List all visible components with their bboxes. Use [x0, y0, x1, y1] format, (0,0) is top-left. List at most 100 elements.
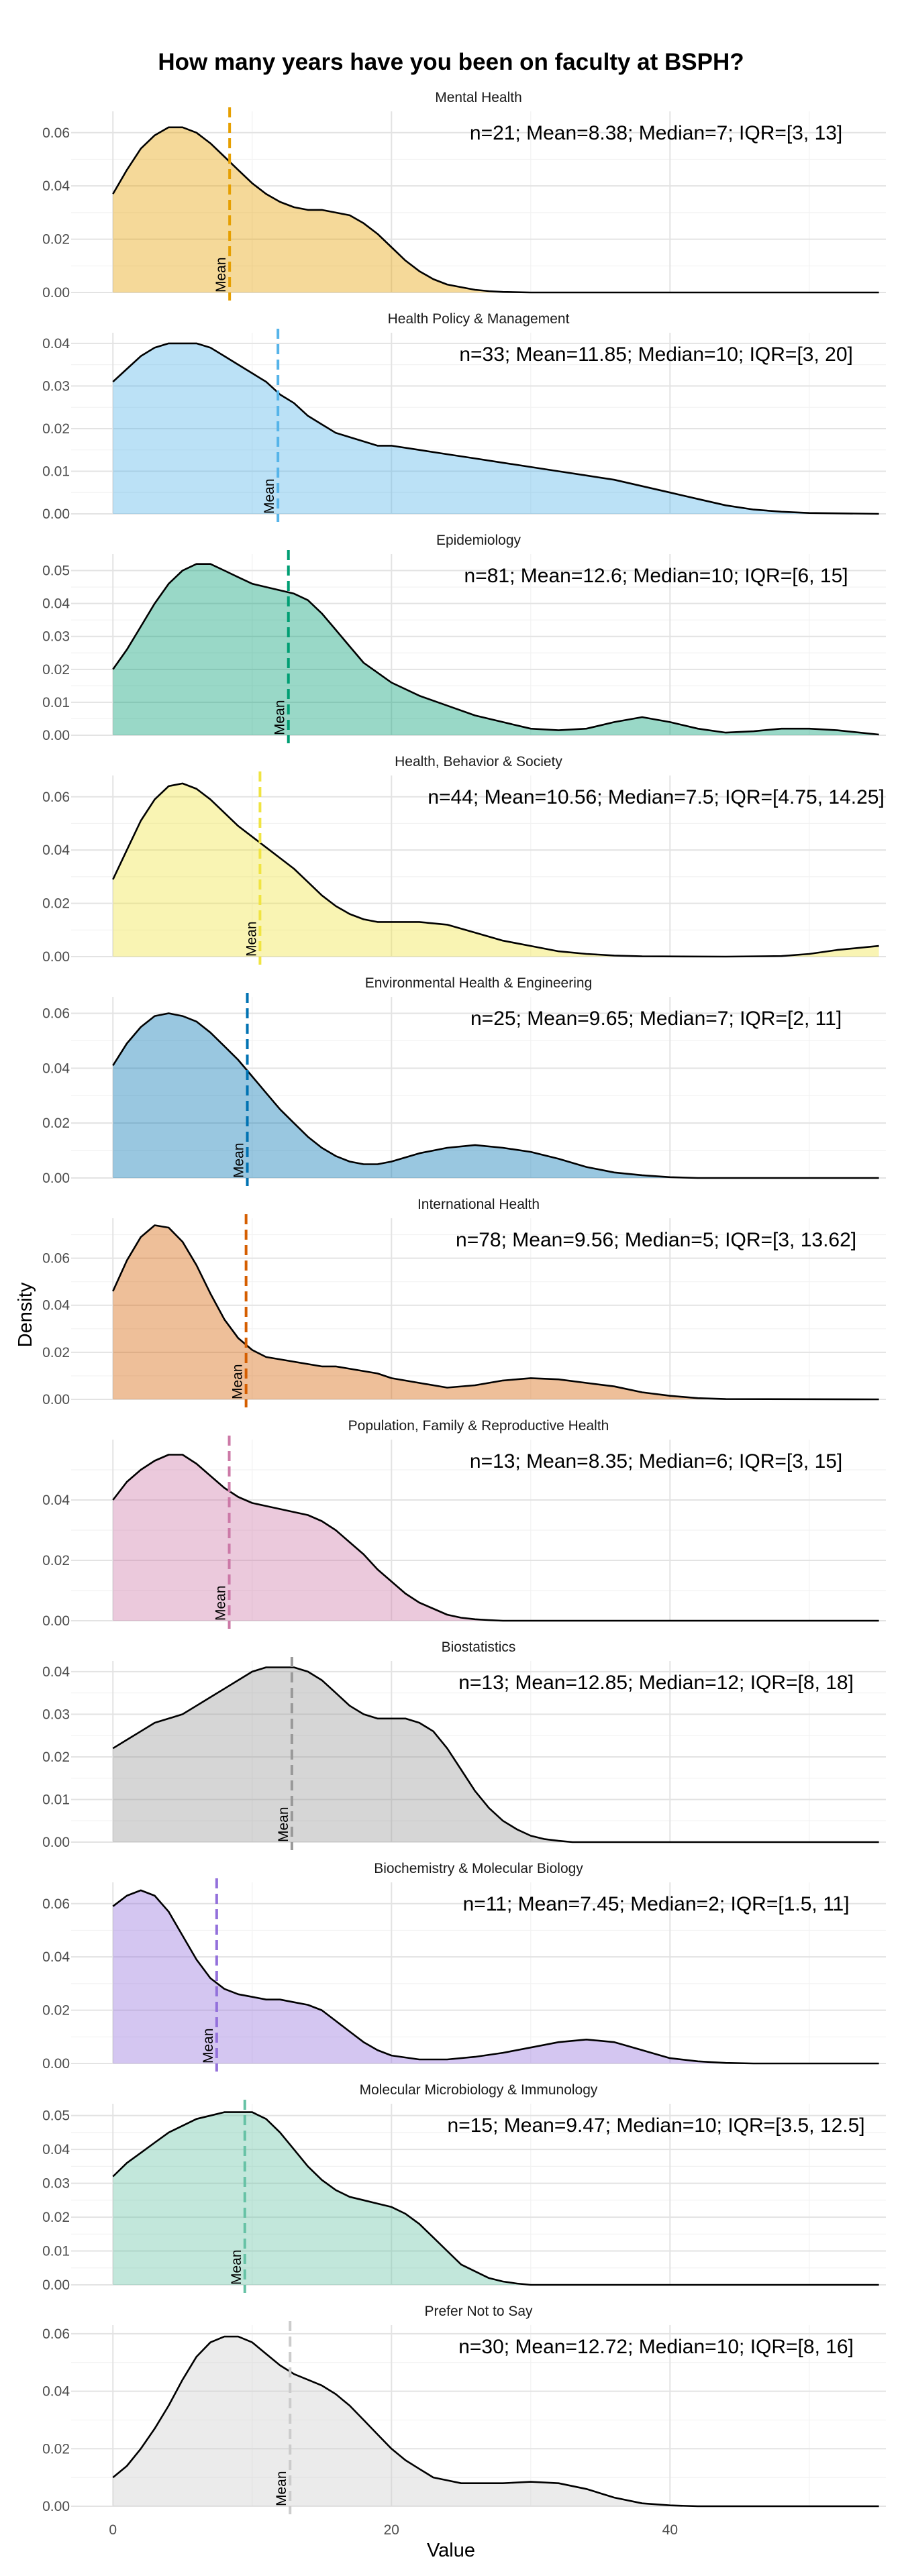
y-tick-label: 0.06	[42, 1896, 70, 1912]
stats-annotation: n=25; Mean=9.65; Median=7; IQR=[2, 11]	[470, 1008, 842, 1030]
y-tick-label: 0.04	[42, 1493, 70, 1508]
y-tick-label: 0.04	[42, 1664, 70, 1680]
density-area	[113, 783, 879, 957]
stats-annotation: n=33; Mean=11.85; Median=10; IQR=[3, 20]	[459, 343, 853, 366]
facet-panel: Mental Health 0.00 0.02 0.04 0.06 Mean n=21; M…	[42, 90, 886, 301]
density-line	[112, 2335, 879, 2508]
panel-title: Health, Behavior & Society	[395, 754, 562, 769]
x-axis: 0 20 40	[109, 2522, 678, 2538]
facet-panel: Prefer Not to Say 0.00 0.02 0.04 0.06 Mean n=3…	[42, 2304, 886, 2514]
panel-title: International Health	[417, 1197, 540, 1212]
mean-label: Mean	[213, 257, 229, 292]
density-area	[113, 1454, 879, 1621]
panel-title: Biochemistry & Molecular Biology	[374, 1861, 583, 1876]
y-tick-label: 0.04	[42, 843, 70, 858]
y-tick-label: 0.00	[42, 2499, 70, 2514]
y-tick-label: 0.00	[42, 728, 70, 743]
y-tick-label: 0.00	[42, 1392, 70, 1407]
y-tick-label: 0.05	[42, 564, 70, 579]
y-tick-label: 0.03	[42, 378, 70, 394]
mean-label: Mean	[229, 2249, 244, 2285]
density-area	[113, 343, 879, 514]
y-tick-label: 0.04	[42, 336, 70, 352]
mean-label: Mean	[272, 700, 288, 735]
facet-panel: Biostatistics 0.00 0.01 0.02 0.03 0.04 Mean n=1…	[42, 1640, 886, 1850]
y-tick-label: 0.03	[42, 1707, 70, 1722]
facet-panel: Biochemistry & Molecular Biology 0.00 0.02…	[42, 1861, 886, 2072]
y-tick-label: 0.00	[42, 2277, 70, 2293]
y-tick-label: 0.04	[42, 1949, 70, 1965]
x-tick-label: 20	[384, 2522, 399, 2538]
mean-label: Mean	[244, 921, 259, 957]
y-tick-label: 0.00	[42, 506, 70, 522]
y-tick-label: 0.02	[42, 2210, 70, 2225]
facet-panel: Environmental Health & Engineering 0.00 0.…	[42, 975, 886, 1186]
density-line	[112, 1889, 879, 2065]
facet-panel: Population, Family & Reproductive Health…	[42, 1418, 886, 1629]
density-line	[112, 342, 879, 515]
stats-annotation: n=81; Mean=12.6; Median=10; IQR=[6, 15]	[464, 565, 848, 587]
mean-label: Mean	[213, 1585, 229, 1621]
density-line	[112, 1666, 879, 1843]
y-tick-label: 0.04	[42, 596, 70, 612]
y-tick-label: 0.04	[42, 1298, 70, 1313]
density-area	[113, 564, 879, 735]
x-tick-label: 0	[109, 2522, 117, 2538]
panel-title: Health Policy & Management	[388, 311, 570, 327]
facet-panel: Molecular Microbiology & Immunology 0.00 0…	[42, 2082, 886, 2293]
y-tick-label: 0.02	[42, 232, 70, 248]
y-tick-label: 0.06	[42, 2326, 70, 2342]
density-area	[113, 1890, 879, 2063]
stats-annotation: n=15; Mean=9.47; Median=10; IQR=[3.5, 12…	[448, 2114, 865, 2137]
y-tick-label: 0.05	[42, 2108, 70, 2124]
density-area	[113, 2112, 879, 2285]
facet-panel: Health, Behavior & Society 0.00 0.02 0.04 0.…	[42, 754, 886, 965]
panel-title: Biostatistics	[442, 1640, 516, 1655]
y-tick-label: 0.02	[42, 421, 70, 437]
panel-title: Mental Health	[435, 90, 522, 105]
panel-title: Epidemiology	[436, 533, 521, 548]
y-tick-label: 0.06	[42, 125, 70, 141]
stats-annotation: n=13; Mean=8.35; Median=6; IQR=[3, 15]	[470, 1450, 842, 1472]
y-tick-label: 0.02	[42, 896, 70, 912]
density-line	[112, 1012, 879, 1179]
x-tick-label: 40	[662, 2522, 678, 2538]
y-tick-label: 0.00	[42, 285, 70, 301]
mean-label: Mean	[232, 1142, 247, 1178]
y-tick-label: 0.03	[42, 629, 70, 645]
y-tick-label: 0.02	[42, 1553, 70, 1568]
density-line	[112, 2111, 879, 2286]
mean-label: Mean	[276, 1807, 291, 1842]
y-tick-label: 0.02	[42, 1116, 70, 1131]
chart-title: How many years have you been on faculty …	[158, 49, 744, 75]
y-tick-label: 0.04	[42, 178, 70, 194]
density-area	[113, 127, 879, 292]
mean-label: Mean	[230, 1364, 246, 1399]
y-tick-label: 0.01	[42, 2244, 70, 2259]
y-tick-label: 0.01	[42, 464, 70, 479]
mean-label: Mean	[274, 2471, 289, 2506]
stats-annotation: n=78; Mean=9.56; Median=5; IQR=[3, 13.62…	[456, 1229, 856, 1251]
y-tick-label: 0.06	[42, 790, 70, 805]
y-tick-label: 0.02	[42, 2441, 70, 2457]
density-line	[112, 563, 879, 736]
y-tick-label: 0.00	[42, 1171, 70, 1186]
density-line	[112, 126, 879, 294]
density-line	[112, 1224, 879, 1401]
facet-panel: Epidemiology 0.00 0.01 0.02 0.03 0.04 0.05 Mean…	[42, 533, 886, 743]
y-tick-label: 0.02	[42, 1750, 70, 1765]
y-tick-label: 0.06	[42, 1251, 70, 1267]
mean-label: Mean	[201, 2028, 216, 2063]
stats-annotation: n=21; Mean=8.38; Median=7; IQR=[3, 13]	[470, 122, 842, 144]
panel-title: Prefer Not to Say	[424, 2304, 533, 2319]
density-area	[113, 1013, 879, 1178]
y-tick-label: 0.00	[42, 1613, 70, 1629]
y-tick-label: 0.00	[42, 949, 70, 965]
panel-title: Molecular Microbiology & Immunology	[360, 2082, 598, 2098]
y-tick-label: 0.06	[42, 1006, 70, 1022]
density-line	[112, 782, 879, 958]
facet-panel: International Health 0.00 0.02 0.04 0.06 Mean…	[42, 1197, 886, 1407]
y-tick-label: 0.02	[42, 2003, 70, 2019]
y-tick-label: 0.02	[42, 662, 70, 678]
